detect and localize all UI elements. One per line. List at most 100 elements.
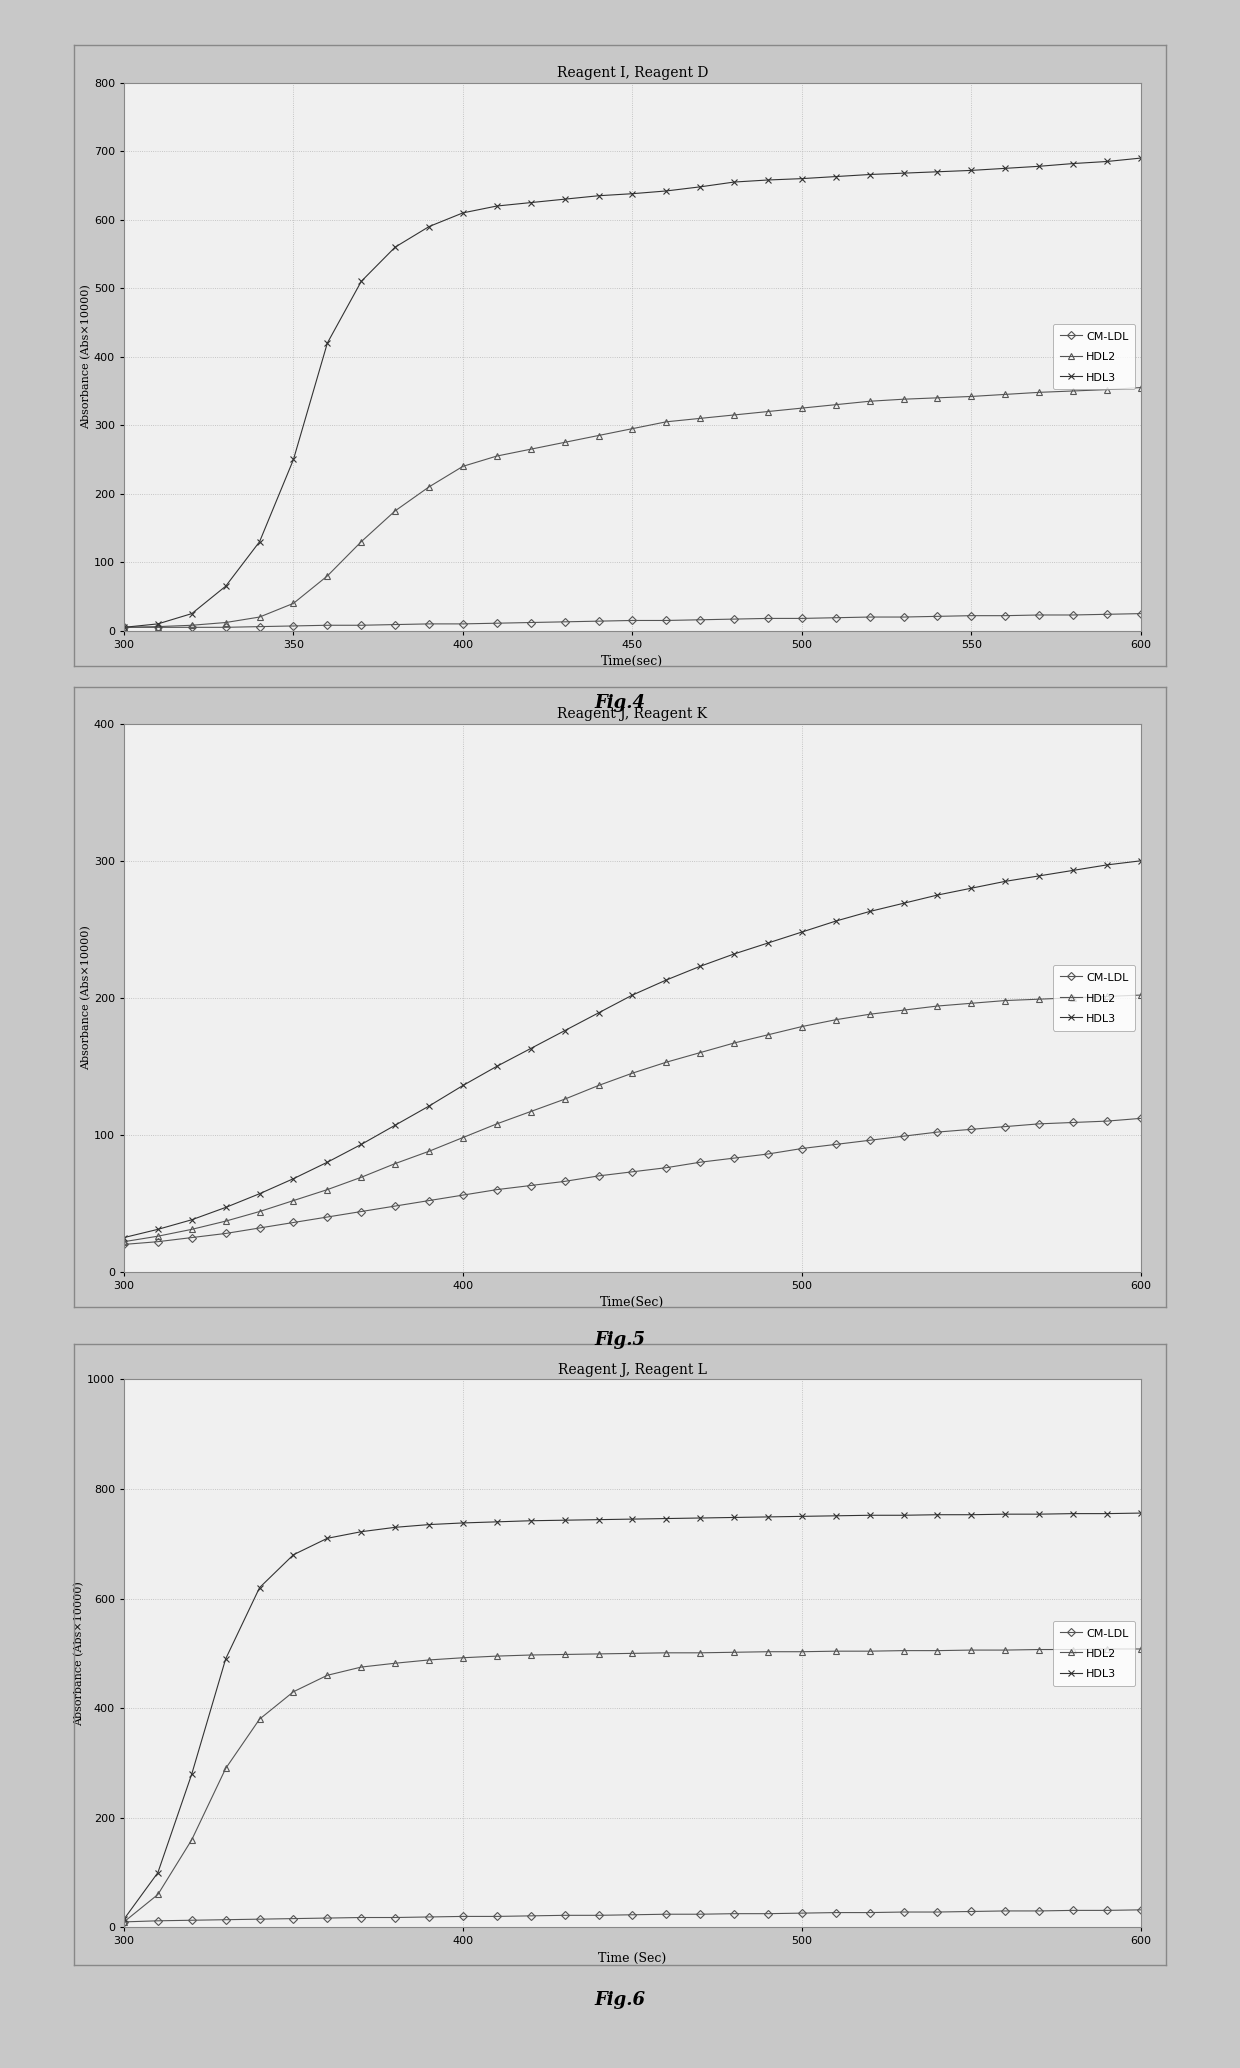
- Y-axis label: Absorbance (Abs×10000): Absorbance (Abs×10000): [81, 285, 91, 428]
- HDL2: [998, 383, 1013, 407]
- HDL2: [320, 1663, 335, 1687]
- HDL2: [422, 1648, 436, 1673]
- HDL3: [523, 190, 538, 215]
- CM-LDL: [455, 612, 470, 637]
- HDL2: [625, 416, 640, 440]
- Text: Fig.4: Fig.4: [594, 695, 646, 711]
- HDL3: [320, 1526, 335, 1551]
- HDL3: [218, 1195, 233, 1220]
- Title: Reagent J, Reagent K: Reagent J, Reagent K: [557, 707, 708, 722]
- HDL2: [1065, 378, 1080, 403]
- CM-LDL: [150, 1909, 165, 1934]
- CM-LDL: [117, 1233, 131, 1257]
- CM-LDL: [252, 1907, 267, 1932]
- HDL3: [117, 614, 131, 639]
- Line: HDL3: HDL3: [122, 1510, 1143, 1921]
- HDL2: [795, 1640, 810, 1665]
- HDL3: [1100, 149, 1115, 174]
- Line: CM-LDL: CM-LDL: [122, 610, 1143, 631]
- HDL2: [252, 1199, 267, 1224]
- HDL3: [455, 1073, 470, 1098]
- HDL3: [693, 174, 708, 199]
- CM-LDL: [658, 1156, 673, 1181]
- HDL3: [1065, 858, 1080, 883]
- HDL2: [862, 1001, 877, 1026]
- HDL2: [1032, 381, 1047, 405]
- CM-LDL: [286, 1210, 301, 1235]
- HDL3: [218, 1646, 233, 1671]
- CM-LDL: [658, 608, 673, 633]
- HDL3: [1032, 153, 1047, 178]
- CM-LDL: [388, 1905, 403, 1929]
- Legend: CM-LDL, HDL2, HDL3: CM-LDL, HDL2, HDL3: [1053, 325, 1136, 389]
- CM-LDL: [862, 1900, 877, 1925]
- HDL2: [286, 1189, 301, 1214]
- Y-axis label: Absorbance (Abs×10000): Absorbance (Abs×10000): [74, 1582, 84, 1725]
- HDL3: [1065, 151, 1080, 176]
- CM-LDL: [897, 604, 911, 629]
- HDL2: [828, 1638, 843, 1663]
- HDL2: [1133, 1636, 1148, 1661]
- CM-LDL: [1065, 1898, 1080, 1923]
- CM-LDL: [693, 1150, 708, 1175]
- HDL3: [388, 1516, 403, 1541]
- HDL2: [185, 1828, 200, 1853]
- HDL3: [862, 161, 877, 186]
- HDL3: [353, 269, 368, 294]
- HDL3: [897, 1503, 911, 1528]
- HDL3: [963, 877, 978, 902]
- HDL2: [320, 1177, 335, 1202]
- Line: CM-LDL: CM-LDL: [122, 1907, 1143, 1925]
- CM-LDL: [286, 614, 301, 639]
- HDL3: [963, 157, 978, 182]
- HDL2: [658, 409, 673, 434]
- HDL2: [557, 1642, 572, 1667]
- CM-LDL: [1133, 602, 1148, 627]
- HDL3: [185, 1762, 200, 1787]
- HDL3: [1133, 145, 1148, 170]
- HDL2: [218, 1208, 233, 1233]
- CM-LDL: [218, 1220, 233, 1245]
- HDL2: [930, 1638, 945, 1663]
- CM-LDL: [625, 1903, 640, 1927]
- HDL3: [760, 931, 775, 955]
- HDL2: [795, 1013, 810, 1038]
- HDL3: [930, 883, 945, 908]
- HDL3: [286, 447, 301, 472]
- CM-LDL: [591, 1164, 606, 1189]
- HDL2: [422, 1139, 436, 1164]
- CM-LDL: [388, 612, 403, 637]
- X-axis label: Time(sec): Time(sec): [601, 656, 663, 668]
- HDL2: [625, 1642, 640, 1667]
- HDL2: [828, 1007, 843, 1032]
- HDL3: [523, 1036, 538, 1061]
- HDL3: [1032, 864, 1047, 889]
- CM-LDL: [862, 1127, 877, 1152]
- CM-LDL: [1133, 1898, 1148, 1923]
- HDL3: [353, 1520, 368, 1545]
- HDL3: [388, 1113, 403, 1137]
- HDL3: [795, 165, 810, 190]
- CM-LDL: [591, 608, 606, 633]
- HDL2: [1065, 984, 1080, 1009]
- HDL2: [422, 474, 436, 498]
- CM-LDL: [795, 1900, 810, 1925]
- HDL2: [897, 1638, 911, 1663]
- CM-LDL: [353, 612, 368, 637]
- HDL2: [490, 1111, 505, 1135]
- HDL3: [760, 1506, 775, 1530]
- HDL3: [557, 1508, 572, 1532]
- HDL3: [557, 1017, 572, 1042]
- HDL2: [930, 993, 945, 1017]
- HDL3: [727, 941, 742, 966]
- HDL3: [1133, 1501, 1148, 1526]
- HDL2: [117, 1909, 131, 1934]
- CM-LDL: [523, 1903, 538, 1927]
- HDL3: [523, 1508, 538, 1532]
- HDL3: [557, 186, 572, 211]
- HDL2: [1100, 1636, 1115, 1661]
- HDL3: [828, 908, 843, 933]
- HDL3: [930, 159, 945, 184]
- HDL3: [422, 1512, 436, 1537]
- HDL2: [557, 430, 572, 455]
